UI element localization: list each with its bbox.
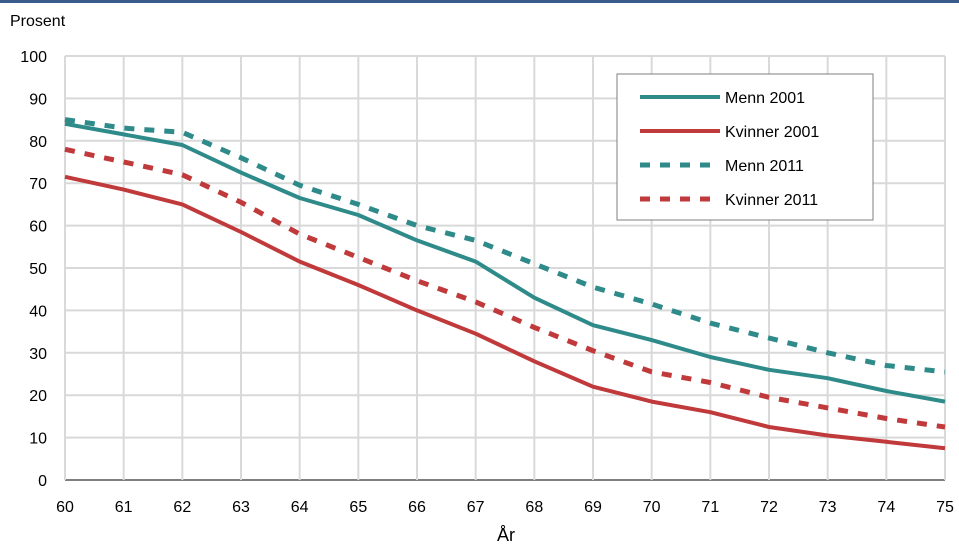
x-tick-label: 67 xyxy=(467,499,485,516)
x-tick-label: 69 xyxy=(584,499,602,516)
legend: Menn 2001 Kvinner 2001 Menn 2011 Kvinner 20… xyxy=(616,73,874,221)
legend-label: Kvinner 2011 xyxy=(725,192,818,209)
y-tick-label: 80 xyxy=(29,134,47,151)
y-tick-label: 70 xyxy=(29,176,47,193)
y-tick-label: 0 xyxy=(38,473,47,490)
x-axis-label: År xyxy=(497,525,515,545)
x-tick-label: 61 xyxy=(115,499,133,516)
series-line-2 xyxy=(64,174,946,451)
legend-label: Kvinner 2001 xyxy=(725,124,819,141)
x-tick-label: 72 xyxy=(760,499,778,516)
y-tick-label: 40 xyxy=(29,303,47,320)
y-tick-label: 30 xyxy=(29,346,47,363)
y-tick-label: 50 xyxy=(29,261,47,278)
series-line-1 xyxy=(64,121,946,404)
x-tick-label: 75 xyxy=(936,499,954,516)
x-tick-label: 65 xyxy=(349,499,367,516)
x-tick-label: 70 xyxy=(643,499,661,516)
series-line-3 xyxy=(64,117,946,375)
legend-label: Menn 2001 xyxy=(725,90,805,107)
x-tick-label: 66 xyxy=(408,499,426,516)
y-tick-label: 100 xyxy=(20,49,47,66)
x-tick-label: 62 xyxy=(173,499,191,516)
x-tick-label: 60 xyxy=(56,499,74,516)
y-tick-label: 90 xyxy=(29,91,47,108)
x-tick-label: 68 xyxy=(525,499,543,516)
x-axis-ticks: 60 61 62 63 64 65 66 67 68 69 70 71 72 73 74 75 xyxy=(56,499,954,516)
series-lines xyxy=(64,117,946,451)
x-tick-label: 74 xyxy=(877,499,895,516)
y-axis-label: Prosent xyxy=(10,13,66,30)
y-tick-label: 60 xyxy=(29,219,47,236)
x-tick-label: 63 xyxy=(232,499,250,516)
legend-label: Menn 2011 xyxy=(725,158,804,175)
x-tick-label: 73 xyxy=(819,499,837,516)
x-tick-label: 64 xyxy=(291,499,309,516)
y-axis-ticks: 0 10 20 30 40 50 60 70 80 90 100 xyxy=(20,49,47,490)
y-tick-label: 10 xyxy=(29,431,47,448)
y-tick-label: 20 xyxy=(29,388,47,405)
top-border xyxy=(0,0,959,3)
x-tick-label: 71 xyxy=(701,499,719,516)
